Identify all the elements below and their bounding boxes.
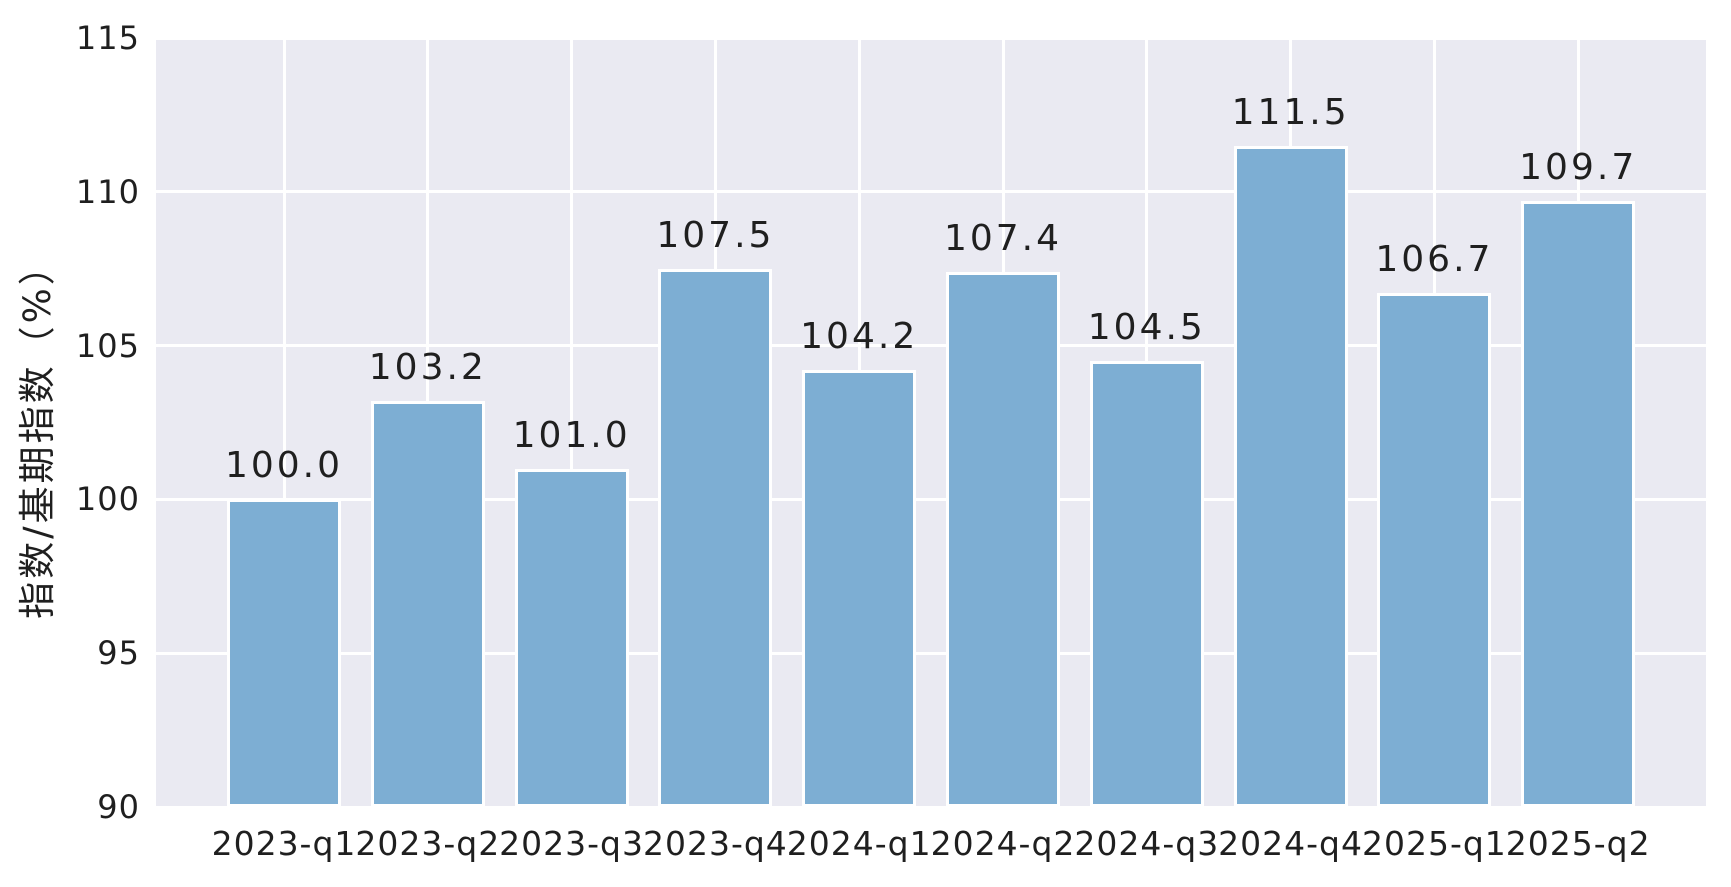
bar xyxy=(1233,145,1348,807)
gridline-horizontal xyxy=(156,38,1706,40)
gridline-horizontal xyxy=(156,190,1706,194)
gridline-horizontal xyxy=(156,805,1706,807)
y-tick-label: 95 xyxy=(97,634,140,673)
x-tick-label: 2023-q1 xyxy=(211,824,357,863)
x-tick-label: 2024-q1 xyxy=(786,824,932,863)
bar-value-label: 109.7 xyxy=(1519,147,1638,189)
bar xyxy=(1521,201,1636,807)
x-tick-label: 2024-q3 xyxy=(1074,824,1220,863)
gridline-horizontal xyxy=(156,651,1706,655)
bar xyxy=(1089,360,1204,807)
gridline-vertical xyxy=(570,38,574,807)
y-tick-label: 105 xyxy=(75,326,140,365)
x-tick-label: 2023-q3 xyxy=(499,824,645,863)
y-tick-label: 115 xyxy=(75,19,140,57)
bar xyxy=(370,400,485,807)
x-tick-label: 2024-q2 xyxy=(930,824,1076,863)
gridline-horizontal xyxy=(156,344,1706,348)
bar xyxy=(1377,293,1492,807)
x-tick-label: 2025-q2 xyxy=(1505,824,1651,863)
x-tick-label: 2025-q1 xyxy=(1361,824,1507,863)
y-tick-label: 90 xyxy=(97,788,140,826)
bar-value-label: 104.2 xyxy=(800,316,919,358)
y-tick-label: 100 xyxy=(75,480,140,519)
bar xyxy=(658,268,773,807)
y-axis-label: 指数/基期指数（%） xyxy=(16,245,59,619)
bar xyxy=(227,499,341,807)
bar xyxy=(514,468,629,807)
bar-value-label: 106.7 xyxy=(1375,239,1494,281)
y-tick-label: 110 xyxy=(75,172,140,211)
x-tick-label: 2024-q4 xyxy=(1218,824,1364,863)
bar-value-label: 111.5 xyxy=(1231,91,1350,133)
bar-value-label: 100.0 xyxy=(224,445,344,487)
bar xyxy=(802,370,917,807)
bar-value-label: 103.2 xyxy=(368,346,487,388)
gridline-vertical xyxy=(282,38,286,807)
gridline-horizontal xyxy=(156,497,1706,501)
bar-value-label: 101.0 xyxy=(512,414,631,456)
plot-area: 100.0 103.2 101.0 107.5 104.2 107.4 104.5 111.5… xyxy=(156,38,1706,807)
bar-value-label: 104.5 xyxy=(1087,306,1206,348)
bar-value-label: 107.4 xyxy=(943,217,1063,259)
bar xyxy=(946,271,1060,807)
x-tick-label: 2023-q2 xyxy=(355,824,501,863)
x-tick-label: 2023-q4 xyxy=(642,824,788,863)
bar-value-label: 107.5 xyxy=(656,214,775,256)
